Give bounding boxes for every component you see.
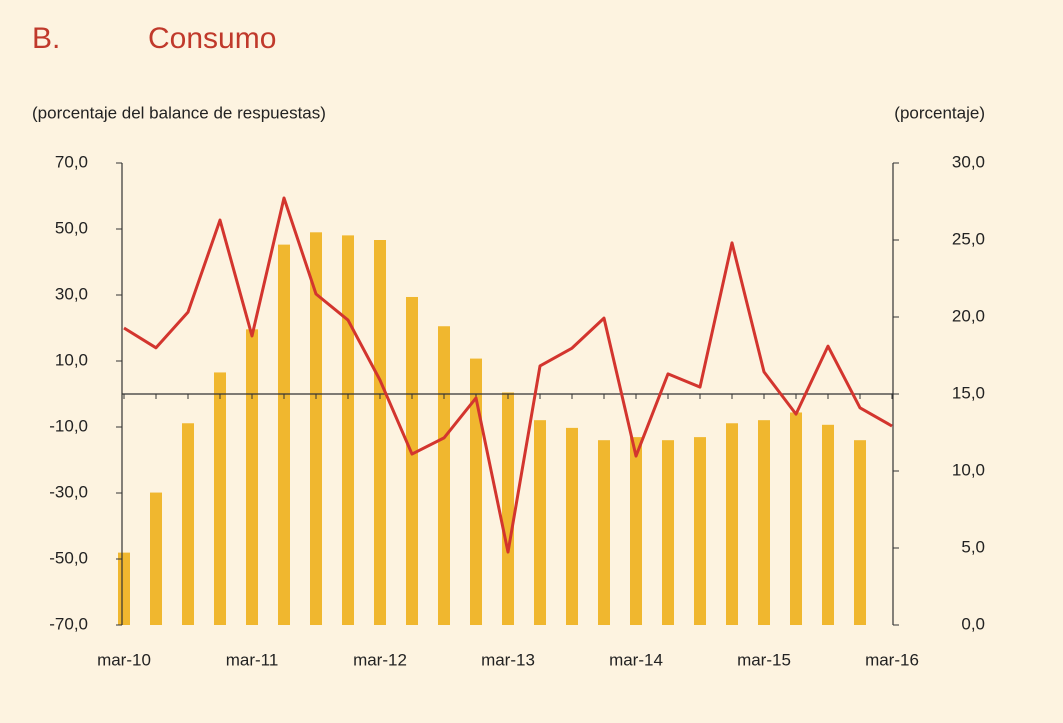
bar [310,232,322,626]
bar [726,423,738,625]
y2-tick-label: 5,0 [961,537,985,556]
bar [182,423,194,625]
y2-tick-label: 25,0 [952,229,985,248]
y2-axis-label: (porcentaje) [894,103,985,122]
y2-tick-label: 30,0 [952,152,985,171]
bar [150,492,162,625]
bar [342,235,354,625]
bar [374,240,386,625]
bar [598,440,610,625]
y2-tick-label: 20,0 [952,306,985,325]
bar [118,552,130,625]
y-tick-label: 50,0 [55,218,88,237]
bar [790,412,802,625]
bar [758,420,770,625]
bar [662,440,674,625]
bar [534,420,546,625]
y-tick-label: 10,0 [55,350,88,369]
bar [502,392,514,625]
y-axis-label: (porcentaje del balance de respuestas) [32,103,326,122]
y2-tick-label: 10,0 [952,460,985,479]
bar [822,424,834,625]
y-tick-label: 30,0 [55,284,88,303]
bar [438,326,450,625]
chart-title: Consumo [148,22,276,55]
y-tick-label: -50,0 [49,548,88,567]
y-tick-label: -10,0 [49,416,88,435]
y2-tick-label: 0,0 [961,614,985,633]
x-tick-label: mar-16 [865,650,919,669]
x-tick-label: mar-13 [481,650,535,669]
y-tick-label: 70,0 [55,152,88,171]
x-tick-label: mar-12 [353,650,407,669]
y-tick-label: -70,0 [49,614,88,633]
bar [470,358,482,625]
x-tick-label: mar-15 [737,650,791,669]
bar [214,372,226,625]
bar [278,244,290,625]
bar [694,437,706,625]
x-tick-label: mar-10 [97,650,151,669]
line [123,196,893,554]
bar [854,440,866,625]
y-tick-label: -30,0 [49,482,88,501]
bar [566,427,578,625]
x-tick-label: mar-11 [226,650,279,669]
x-tick-label: mar-14 [609,650,663,669]
panel-label: B. [32,22,60,55]
y2-tick-label: 15,0 [952,383,985,402]
bar [246,329,258,625]
bar [406,296,418,625]
bar [630,437,642,625]
